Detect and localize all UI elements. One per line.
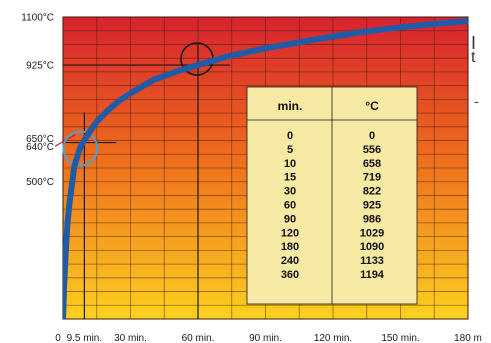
table-cell-celsius: 986 (363, 213, 381, 225)
table-cell-celsius: 658 (363, 158, 381, 170)
side-text-line2: t (471, 49, 476, 66)
curve-layer (63, 18, 468, 319)
table-header-min: min. (278, 99, 303, 113)
side-text-line1: I (471, 33, 476, 53)
temperature-curve (63, 18, 468, 319)
x-tick-label: 120 min. (314, 333, 352, 343)
x-tick-label: 30 min. (114, 333, 147, 343)
table-cell-min: 90 (284, 213, 296, 225)
x-tick-label: 60 min. (182, 333, 215, 343)
y-tick-label: 500°C (26, 177, 54, 188)
data-table: min. °C 0 0 5 556 10 658 15 719 30 822 60 925 90 986 120… (246, 86, 418, 305)
table-cell-min: 5 (287, 144, 293, 156)
table-cell-min: 180 (281, 241, 299, 253)
x-axis-tick-labels: 0 9.5 min. 30 min. 60 min. 90 min. 120 min. 15… (55, 333, 482, 343)
table-cell-celsius: 925 (363, 200, 381, 212)
table-cell-min: 120 (281, 227, 299, 239)
table-cell-min: 30 (284, 186, 296, 198)
table-cell-min: 60 (284, 200, 296, 212)
y-tick-label: 640°C (26, 142, 54, 153)
table-cell-min: 360 (281, 269, 299, 281)
x-tick-label: 90 min. (249, 333, 282, 343)
x-tick-label: 150 min. (381, 333, 419, 343)
table-cell-min: 0 (287, 130, 293, 142)
table-cell-celsius: 556 (363, 144, 381, 156)
table-cell-celsius: 1194 (360, 269, 385, 281)
table-cell-min: 10 (284, 158, 296, 170)
x-tick-label: 9.5 min. (67, 333, 103, 343)
table-cell-min: 15 (284, 172, 296, 184)
x-tick-label: 180 m (454, 333, 482, 343)
plot-border (62, 16, 469, 320)
table-cell-celsius: 1133 (360, 255, 384, 267)
x-tick-label: 0 (55, 333, 61, 343)
y-tick-label: 1100°C (21, 13, 54, 24)
side-text-line3: - (474, 93, 479, 109)
table-cell-celsius: 719 (363, 172, 381, 184)
table-cell-celsius: 822 (363, 186, 381, 198)
table-cell-celsius: 1090 (360, 241, 384, 253)
highlight-ring-9-5min (62, 130, 99, 167)
y-tick-label: 650°C (26, 134, 54, 145)
y-tick-label: 925°C (26, 61, 54, 72)
table-cell-min: 240 (281, 255, 299, 267)
table-header-celsius: °C (365, 99, 379, 113)
table-cell-celsius: 0 (369, 130, 375, 142)
table-cell-celsius: 1029 (360, 227, 384, 239)
